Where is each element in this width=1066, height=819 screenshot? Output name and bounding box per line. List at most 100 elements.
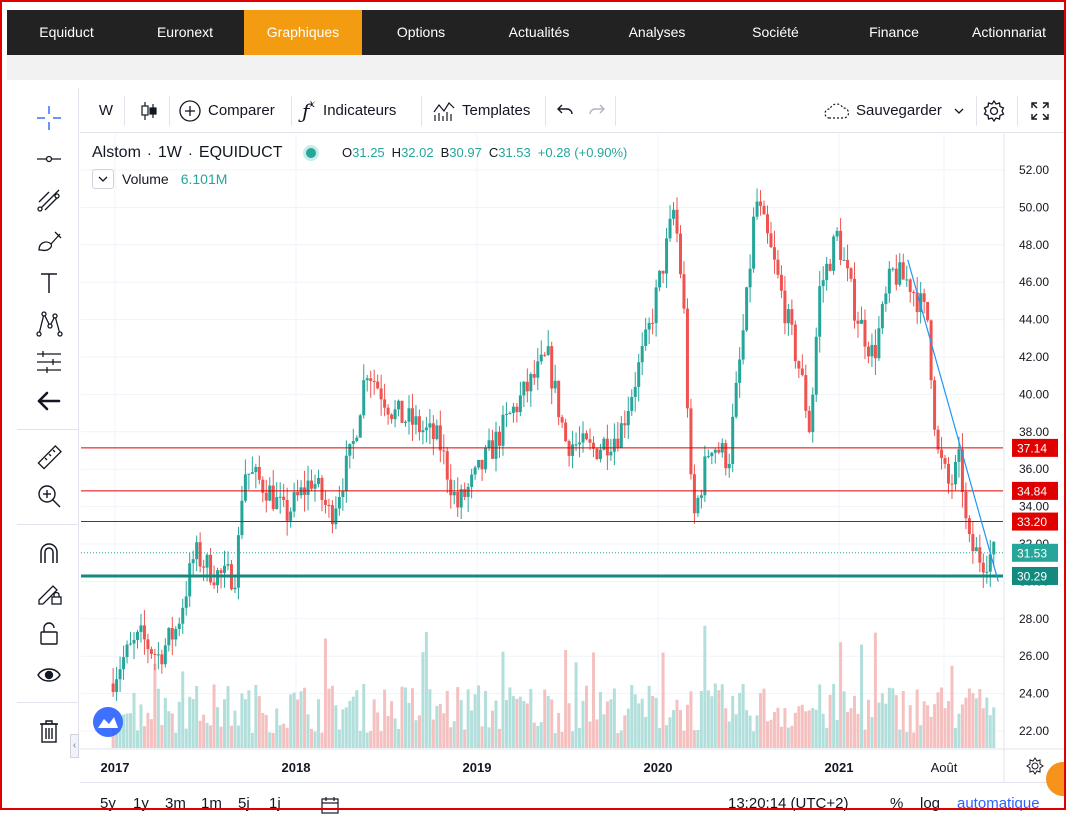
candle-body: [846, 259, 850, 269]
candle-body: [619, 423, 623, 448]
volume-bar: [428, 689, 432, 748]
volume-bar: [170, 713, 174, 748]
templates-button[interactable]: Templates: [432, 88, 530, 133]
candle-body: [588, 439, 592, 443]
legend-separator: ·: [187, 144, 193, 162]
nav-actualites[interactable]: Actualités: [508, 24, 570, 40]
trash-icon[interactable]: [32, 714, 66, 748]
crosshair-icon[interactable]: [32, 101, 66, 135]
candle-body: [285, 499, 289, 521]
brush-icon[interactable]: [32, 225, 66, 259]
text-icon[interactable]: [32, 266, 66, 300]
fib-icon[interactable]: [32, 183, 66, 217]
candle-body: [278, 496, 282, 498]
nav-graphiques[interactable]: Graphiques: [244, 10, 362, 55]
undo-icon[interactable]: [554, 88, 576, 133]
interval-button[interactable]: W: [98, 102, 114, 119]
toolbar-collapse-handle[interactable]: ‹: [70, 734, 79, 758]
volume-bar: [139, 704, 143, 748]
lock-icon[interactable]: [32, 616, 66, 650]
clock-readout[interactable]: 13:20:14 (UTC+2): [728, 795, 849, 812]
percent-toggle[interactable]: %: [890, 795, 904, 812]
volume-bar: [501, 651, 505, 748]
range-1m[interactable]: 1m: [201, 795, 222, 812]
market-status-icon[interactable]: [306, 148, 317, 158]
volume-bar: [846, 712, 850, 748]
volume-bar: [731, 695, 735, 748]
axis-settings-icon[interactable]: [1026, 757, 1044, 775]
trend-line-icon[interactable]: [32, 142, 66, 176]
scroll-to-top-button[interactable]: [1046, 762, 1066, 796]
lock-draw-icon[interactable]: [32, 575, 66, 609]
price-tick-label: 40.00: [1019, 387, 1049, 401]
volume-bar: [320, 732, 324, 748]
save-button[interactable]: Sauvegarder: [822, 88, 964, 133]
nav-societe[interactable]: Société: [752, 24, 799, 40]
pattern-icon[interactable]: [32, 307, 66, 341]
candle-body: [125, 644, 129, 658]
volume-bar: [713, 683, 717, 748]
volume-bar: [612, 688, 616, 748]
nav-equiduct[interactable]: Equiduct: [39, 24, 94, 40]
measure-icon[interactable]: [32, 345, 66, 379]
candle-body: [477, 459, 481, 468]
range-1j[interactable]: 1j: [269, 795, 281, 812]
candle-body: [456, 491, 460, 508]
range-5j[interactable]: 5j: [238, 795, 250, 812]
volume-bar: [734, 714, 738, 748]
ruler-icon[interactable]: [32, 441, 66, 475]
volume-bar: [118, 729, 122, 748]
redo-icon[interactable]: [586, 88, 608, 133]
settings-icon[interactable]: [982, 88, 1006, 133]
price-chart[interactable]: 52.00 50.00 48.00 46.00 44.00 42.00 40.00 38.00…: [80, 134, 1065, 782]
candles-icon[interactable]: [135, 88, 163, 133]
top-navigation: Equiduct Euronext Graphiques Options Act…: [7, 10, 1065, 55]
volume-bar: [153, 663, 157, 748]
volume-bar: [682, 730, 686, 748]
compare-button[interactable]: Comparer: [178, 88, 275, 133]
volume-bar: [873, 632, 877, 748]
zoom-in-icon[interactable]: [32, 479, 66, 513]
candle-body: [518, 395, 522, 413]
trend-line: [907, 259, 999, 582]
fullscreen-icon[interactable]: [1028, 88, 1052, 133]
candle-body: [139, 625, 143, 632]
range-5y[interactable]: 5y: [100, 795, 116, 812]
volume-bar: [205, 722, 209, 748]
eye-icon[interactable]: [32, 658, 66, 692]
candle-body: [981, 562, 985, 573]
log-toggle[interactable]: log: [920, 795, 941, 812]
magnet-icon[interactable]: [32, 536, 66, 570]
date-range-icon[interactable]: [320, 795, 340, 819]
nav-options[interactable]: Options: [396, 24, 446, 40]
legend-exchange: EQUIDUCT: [198, 144, 283, 161]
volume-bar: [640, 698, 644, 748]
candle-body: [202, 566, 206, 568]
candle-body: [470, 474, 474, 487]
nav-analyses[interactable]: Analyses: [628, 24, 686, 40]
candle-body: [960, 449, 964, 492]
chart-area[interactable]: 52.00 50.00 48.00 46.00 44.00 42.00 40.00 38.00…: [80, 134, 1065, 782]
candle-body: [327, 504, 331, 506]
range-3m[interactable]: 3m: [165, 795, 186, 812]
collapse-legend-button[interactable]: [92, 169, 114, 189]
candle-body: [188, 563, 192, 597]
volume-bar: [414, 720, 418, 748]
back-arrow-icon[interactable]: [32, 384, 66, 418]
candle-body: [306, 480, 310, 495]
volume-bar: [240, 693, 244, 748]
candle-body: [651, 322, 655, 324]
volume-bar: [786, 727, 790, 748]
last-price-tag: [1012, 543, 1058, 562]
candle-body: [170, 627, 174, 640]
nav-actionnariat[interactable]: Actionnariat: [972, 24, 1046, 40]
auto-toggle[interactable]: automatique: [957, 795, 1040, 812]
candle-body: [271, 485, 275, 510]
range-1y[interactable]: 1y: [133, 795, 149, 812]
templates-icon: [432, 99, 456, 123]
nav-euronext[interactable]: Euronext: [156, 24, 214, 40]
nav-finance[interactable]: Finance: [869, 24, 919, 40]
volume-bar: [379, 731, 383, 748]
volume-bar: [964, 697, 968, 748]
